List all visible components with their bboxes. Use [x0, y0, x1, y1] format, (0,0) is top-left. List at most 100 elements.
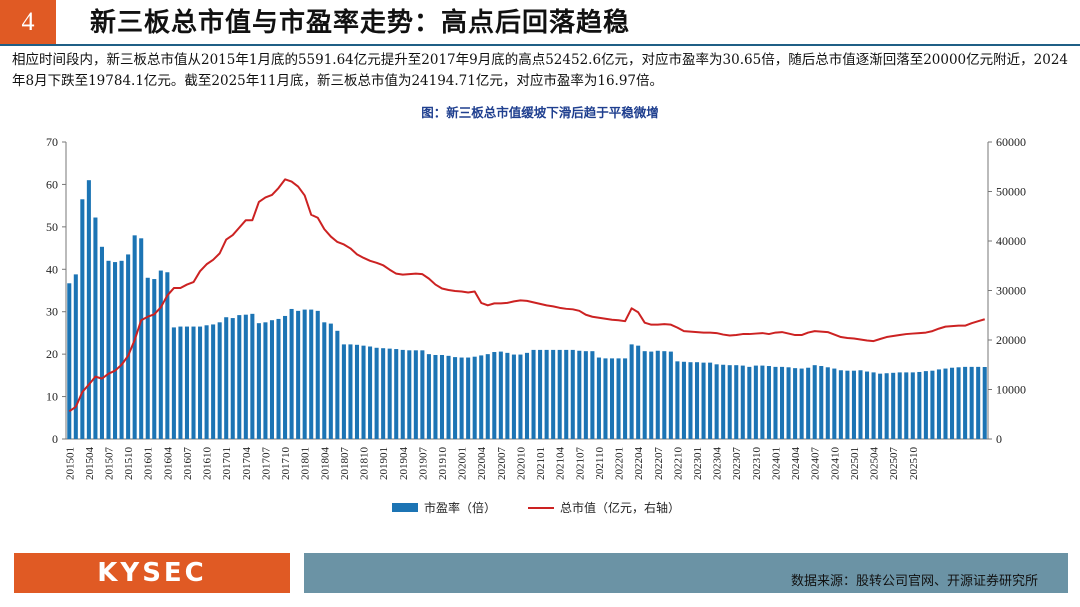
header-divider — [0, 44, 1080, 46]
pe-bar — [374, 347, 379, 439]
x-tick-label: 202304 — [712, 447, 724, 481]
pe-bar — [891, 372, 896, 439]
legend-bar-swatch — [392, 503, 418, 512]
pe-bar — [747, 366, 752, 439]
pe-bar — [570, 349, 575, 439]
x-tick-label: 201701 — [221, 447, 233, 480]
market-chart: 0 10 20 30 40 50 60 70 0 10000 20000 30000 40000 5000… — [46, 135, 1026, 515]
footer-logo-block: KYSEC — [14, 553, 290, 593]
right-tick-label: 40000 — [996, 234, 1026, 248]
pe-bar — [714, 364, 719, 439]
pe-bar — [439, 354, 445, 439]
pe-bar — [760, 365, 765, 439]
pe-bar — [963, 366, 968, 439]
pe-bar — [799, 368, 804, 439]
pe-bar — [400, 349, 405, 439]
pe-bar — [917, 371, 922, 439]
pe-bar — [381, 348, 386, 439]
pe-bar — [335, 330, 340, 439]
pe-bar — [498, 351, 503, 439]
right-tick-label: 60000 — [996, 135, 1026, 149]
x-tick-label: 201604 — [162, 447, 174, 481]
pe-bar — [158, 270, 163, 439]
pe-bar — [825, 367, 830, 439]
pe-bar — [753, 365, 758, 439]
left-tick-label: 30 — [46, 305, 58, 319]
x-tick-label: 201807 — [339, 447, 351, 481]
x-tick-label: 202004 — [476, 446, 488, 480]
pe-bar — [99, 246, 104, 439]
pe-bar — [838, 370, 843, 439]
pe-bar — [616, 358, 621, 439]
pe-bar — [230, 318, 235, 439]
pe-bar — [694, 362, 700, 439]
pe-bar — [394, 349, 399, 439]
pe-bar — [80, 199, 85, 439]
x-tick-label: 201501 — [64, 447, 76, 480]
pe-bar — [662, 351, 667, 439]
pe-bar — [557, 349, 562, 439]
pe-bar — [786, 367, 791, 439]
x-tick-label: 201704 — [241, 447, 253, 481]
pe-bar — [590, 351, 595, 439]
pe-bar — [793, 368, 798, 439]
pe-bar — [701, 362, 706, 439]
pe-bar — [296, 310, 301, 439]
pe-bar — [551, 349, 556, 439]
x-tick-label: 201710 — [280, 447, 292, 481]
pe-bar — [459, 357, 464, 439]
pe-bar — [511, 354, 516, 439]
x-tick-label: 202501 — [849, 447, 861, 480]
pe-bar — [930, 370, 935, 439]
pe-bar — [276, 318, 281, 439]
pe-bar — [623, 358, 628, 439]
pe-bar — [766, 366, 771, 439]
pe-bar — [466, 357, 471, 439]
x-tick-label: 202407 — [810, 447, 822, 481]
x-tick-label: 202110 — [594, 447, 606, 480]
pe-bar — [250, 313, 255, 439]
pe-bar — [923, 371, 928, 439]
pe-bar — [387, 348, 392, 439]
pe-bar — [629, 344, 634, 439]
right-tick-label: 20000 — [996, 333, 1026, 347]
pe-bar — [86, 180, 91, 439]
pe-bar — [505, 352, 510, 439]
pe-bar — [904, 372, 909, 439]
x-tick-label: 201507 — [104, 447, 116, 481]
pe-bar — [845, 370, 850, 439]
pe-bar — [609, 358, 615, 439]
pe-bar — [217, 322, 222, 439]
pe-bar — [668, 351, 673, 439]
pe-bar — [544, 349, 549, 439]
left-tick-label: 60 — [46, 177, 58, 191]
right-tick-label: 0 — [996, 432, 1002, 446]
pe-bar — [642, 351, 647, 439]
page-title: 新三板总市值与市盈率走势：高点后回落趋稳 — [90, 8, 631, 38]
pe-bar — [878, 373, 883, 439]
x-tick-label: 201804 — [319, 447, 331, 481]
pe-bar — [773, 366, 778, 439]
x-tick-label: 201810 — [359, 447, 371, 481]
x-tick-label: 202007 — [496, 447, 508, 481]
x-tick-label: 201510 — [123, 447, 135, 481]
pe-bar — [564, 349, 569, 439]
pe-bar — [204, 325, 209, 439]
x-tick-label: 202010 — [515, 447, 527, 481]
pe-bar — [243, 314, 248, 439]
summary-text: 相应时间段内，新三板总市值从2015年1月底的5591.64亿元提升至2017年… — [12, 52, 1068, 89]
pe-bar — [289, 308, 294, 439]
pe-bar — [976, 366, 981, 439]
pe-bar — [407, 350, 412, 439]
kysec-logo: KYSEC — [97, 558, 207, 588]
pe-bar — [982, 366, 987, 439]
pe-bar — [263, 322, 268, 439]
pe-bar — [126, 254, 131, 439]
x-tick-label: 202107 — [574, 447, 586, 481]
chart-title: 图：新三板总市值缓坡下滑后趋于平稳微增 — [421, 105, 659, 120]
pe-bar — [178, 326, 183, 439]
pe-bar — [812, 365, 817, 439]
x-tick-label: 201707 — [260, 447, 272, 481]
pe-bar — [819, 366, 824, 439]
pe-bar — [413, 350, 418, 439]
